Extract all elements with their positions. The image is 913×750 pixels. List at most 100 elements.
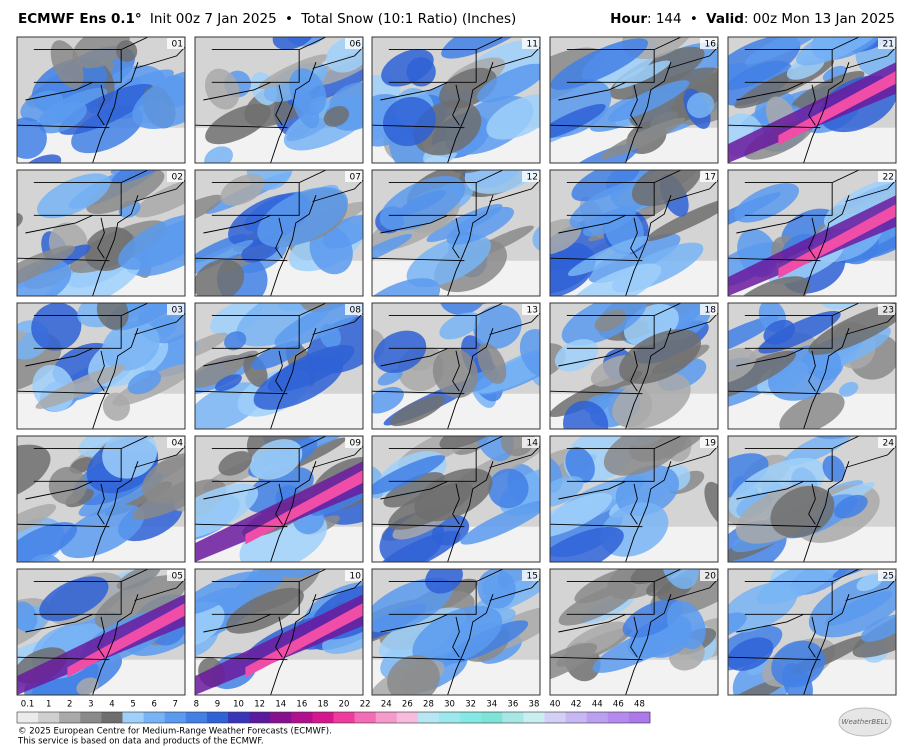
snow-area [612,372,691,429]
snow-area [791,71,865,109]
member-panel [550,569,718,695]
panel-border [371,302,541,430]
legend-swatch [164,712,187,723]
panel-border [16,568,186,696]
legend-label: 14 [275,700,286,710]
snow-area [852,605,896,658]
legend-label: 40 [550,700,561,710]
state-borders [372,303,540,395]
heavy-core [778,71,896,146]
state-borders [17,569,185,661]
legend-swatch [354,712,376,723]
member-tag-bg [700,38,717,49]
state-borders [728,303,896,395]
snow-area [94,575,185,630]
snow-area [770,485,835,538]
member-tag-bg [167,437,184,448]
legend-swatch [502,712,524,723]
snow-area [132,68,185,129]
snow-area [406,234,491,288]
coastline [270,461,317,562]
panel-border [549,435,719,563]
legend-label: 6 [151,700,156,710]
legend-swatch [270,712,292,723]
panel-border [371,36,541,164]
state-borders [550,170,718,262]
member-panel [17,569,185,695]
panel-border [194,302,364,430]
snow-area [37,173,111,219]
snow-area [118,213,185,270]
snow-area [565,446,595,483]
heavy-band [17,594,185,695]
snow-area [477,63,540,103]
snow-area [630,569,709,585]
member-tag-bg [878,570,895,581]
snow-area [550,643,598,684]
coastline [270,195,317,296]
snow-area [224,331,247,351]
legend-swatch [59,712,81,723]
heavy-core [245,603,363,678]
snow-area [550,38,649,90]
member-tag-bg [700,304,717,315]
snow-area [441,37,540,59]
snow-area [473,304,522,350]
legend-label: 48 [634,700,645,710]
legend-swatch [101,712,123,723]
snow-area [204,68,240,110]
init: Init 00z 7 Jan 2025 [150,11,277,27]
snow-area [728,612,747,640]
panel-border [194,435,364,563]
snow-area [372,278,441,296]
snow-area [253,355,344,410]
legend-swatch [80,712,102,723]
snow-area [39,576,109,622]
coastline [447,328,494,429]
snow-area [102,436,158,479]
snow-area [838,381,859,397]
state-borders [550,569,718,661]
snow-area [808,303,896,355]
separator: • [285,11,293,27]
snow-area [249,439,303,480]
member-tag-bg [700,171,717,182]
snow-area [195,601,225,649]
state-borders [195,569,363,661]
logo-badge [838,707,892,737]
member-panel [195,436,363,562]
member-tag-bg [345,38,362,49]
legend-swatch [38,712,60,723]
snow-area [439,312,481,340]
snow-area [550,526,624,562]
snow-area [71,106,143,154]
legend-label: 44 [592,700,603,710]
coastline [803,195,850,296]
snow-area [746,658,773,675]
snow-area [225,587,304,634]
state-borders [195,303,363,395]
coastline [803,328,850,429]
legend-label: 0.1 [21,700,35,710]
state-borders [17,37,185,129]
snow-area [425,569,463,594]
member-number: 25 [883,572,894,582]
legend-label: 22 [360,700,371,710]
panel-border [16,169,186,297]
panel-border [194,169,364,297]
snow-area [613,60,671,89]
snow-area [141,452,185,504]
heavy-core [245,470,363,545]
member-panel [550,303,718,429]
snow-area [323,106,350,127]
snow-area [550,218,582,255]
legend-label: 5 [130,700,135,710]
legend-label: 26 [402,700,413,710]
snow-area [205,103,271,145]
snow-area [17,601,38,632]
panel-border [727,36,897,164]
legend-label: 10 [233,700,244,710]
snow-area [661,569,699,590]
state-borders [728,37,896,129]
snow-area [728,350,797,403]
